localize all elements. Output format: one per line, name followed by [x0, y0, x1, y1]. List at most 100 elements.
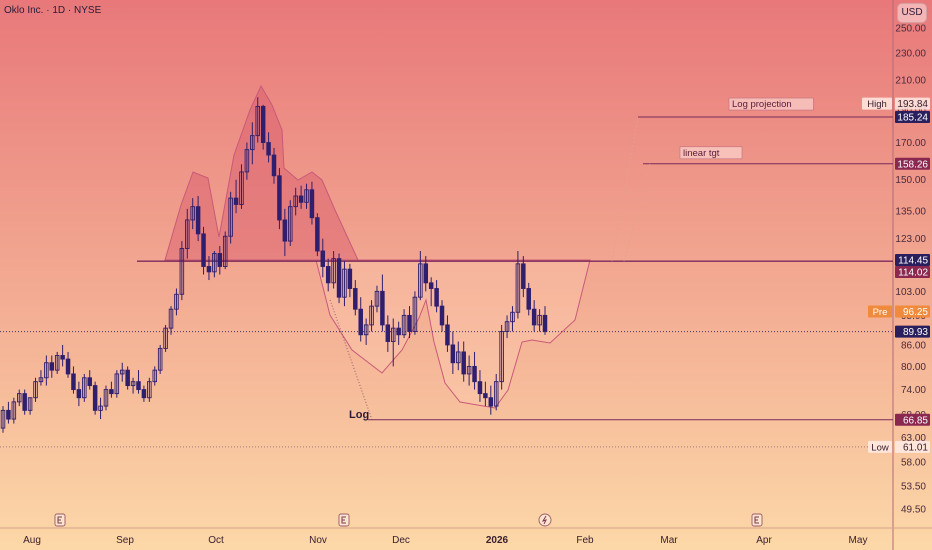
- y-tick-label: 53.50: [901, 481, 926, 492]
- price-label: 158.26: [895, 157, 930, 170]
- candle: [537, 309, 542, 332]
- candle: [418, 250, 423, 301]
- candle-body: [190, 206, 195, 221]
- candle-body: [141, 389, 147, 399]
- candle-body: [239, 171, 244, 205]
- candle-body: [358, 308, 363, 336]
- candle-body: [0, 409, 6, 429]
- candle: [147, 377, 152, 402]
- candle-body: [277, 175, 282, 221]
- y-tick-label: 74.00: [901, 385, 926, 396]
- candle-body: [450, 344, 456, 364]
- candle-body: [195, 206, 201, 235]
- candle-body: [255, 105, 260, 137]
- candle: [244, 142, 250, 180]
- candle: [228, 191, 233, 244]
- candle: [472, 351, 477, 390]
- y-tick-label: 103.00: [895, 287, 926, 298]
- candle-body: [418, 263, 423, 298]
- candle-body: [374, 290, 380, 307]
- price-label: 89.93: [895, 325, 930, 338]
- earnings-icon-glyph: [341, 516, 346, 524]
- time-axis[interactable]: Aug Sep Oct Nov Dec 2026 Feb Mar Apr May: [23, 535, 867, 546]
- candle: [239, 164, 244, 209]
- candle: [152, 366, 158, 386]
- x-tick-label: Feb: [576, 535, 594, 546]
- candle: [369, 300, 374, 332]
- candle-body: [493, 381, 499, 407]
- candle-body: [298, 195, 304, 203]
- candle-body: [114, 373, 120, 395]
- x-tick-label: 2026: [486, 535, 509, 546]
- candle: [255, 97, 260, 143]
- candle: [456, 341, 461, 371]
- linear-guide: [623, 163, 651, 262]
- candle-body: [98, 405, 103, 411]
- candle-body: [27, 397, 33, 411]
- price-label-prefix-bg: [862, 97, 892, 110]
- price-label-value: 61.01: [903, 442, 928, 453]
- price-label: 193.84 High: [862, 97, 930, 110]
- candle: [309, 181, 315, 225]
- candle: [266, 132, 271, 163]
- candle: [54, 351, 60, 374]
- candle: [353, 280, 358, 316]
- price-label-bg: [895, 413, 930, 426]
- candle: [342, 261, 347, 307]
- candle: [185, 208, 190, 259]
- candle: [542, 306, 548, 335]
- candle-body: [11, 401, 17, 420]
- candle-body: [456, 351, 461, 364]
- candle-body: [353, 288, 358, 310]
- candle-body: [315, 217, 320, 252]
- price-label-bg: [895, 305, 930, 318]
- candle: [87, 370, 92, 390]
- candle: [157, 344, 163, 374]
- candle-body: [152, 369, 158, 383]
- candle: [163, 324, 168, 352]
- candle-body: [331, 258, 336, 284]
- price-axis[interactable]: 250.00 230.00 210.00 190.00 170.00 150.00 135.…: [862, 24, 930, 516]
- candle: [260, 104, 266, 150]
- candle-body: [206, 266, 212, 273]
- candle: [461, 341, 466, 382]
- candle: [22, 389, 27, 415]
- candle: [363, 318, 369, 345]
- candle: [76, 381, 82, 407]
- candle-body: [412, 296, 418, 332]
- candle-body: [407, 314, 412, 332]
- x-tick-label: Sep: [116, 535, 134, 546]
- candle-body: [109, 389, 114, 395]
- candle: [27, 397, 33, 415]
- candle: [298, 185, 304, 209]
- currency-button[interactable]: USD: [897, 3, 927, 23]
- candle-body: [125, 369, 130, 387]
- candle: [390, 318, 396, 367]
- candle-body: [537, 314, 542, 326]
- price-label: 66.85: [895, 413, 930, 426]
- log-guide: [329, 299, 373, 420]
- candle: [423, 256, 429, 292]
- candle-body: [222, 235, 228, 267]
- symbol-title[interactable]: Oklo Inc. · 1D · NYSE: [4, 5, 102, 16]
- candles-layer: [0, 97, 548, 433]
- candle-body: [304, 189, 309, 203]
- candle-body: [163, 327, 168, 349]
- candle: [315, 213, 320, 257]
- x-tick-label: Apr: [756, 535, 772, 546]
- candle-body: [228, 197, 233, 237]
- candle: [49, 355, 55, 378]
- candle: [336, 253, 342, 304]
- price-label-bg: [895, 97, 930, 110]
- candle: [439, 300, 445, 332]
- candle-body: [504, 321, 510, 332]
- price-label: 185.24: [895, 111, 930, 124]
- candle: [445, 315, 450, 352]
- candle: [33, 377, 38, 402]
- price-label-value: 66.85: [903, 415, 928, 426]
- candle: [407, 306, 412, 339]
- split-icon-bolt: [541, 515, 547, 525]
- candle: [282, 208, 288, 257]
- candle: [380, 274, 385, 332]
